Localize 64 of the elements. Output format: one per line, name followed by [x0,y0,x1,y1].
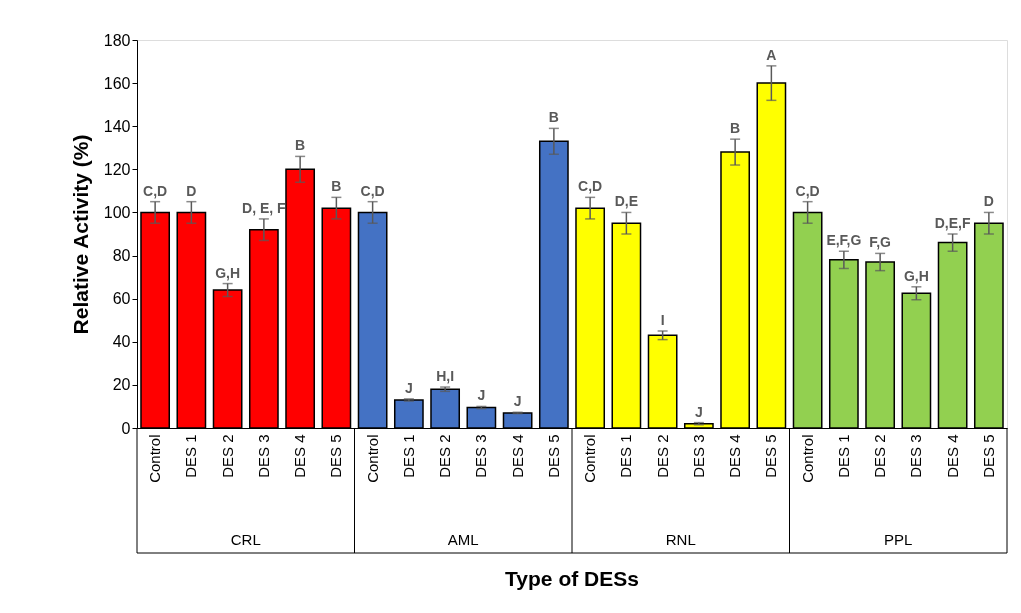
y-tick-label: 140 [103,117,131,135]
data-label: C,D [578,178,603,195]
x-tick-label: Control [363,434,381,483]
data-label: C,D [360,182,385,199]
x-tick-label: DES 2 [871,434,889,478]
data-label: D [983,193,994,210]
text: CRL [230,531,261,548]
data-label: D,E,F [934,215,971,231]
y-tick-label: 180 [103,31,131,49]
data-label: E,F,G [826,232,862,249]
x-tick-label: DES 1 [834,434,852,478]
text: AML [447,531,479,548]
x-tick-label: Control [798,434,816,483]
data-label: D, E, F [242,199,287,216]
x-tick-label: DES 1 [182,434,200,478]
data-label: B [295,137,306,154]
y-tick-label: 0 [121,419,131,437]
x-tick-label: DES 2 [436,434,454,478]
x-tick-label: DES 1 [617,434,635,478]
data-label: I [660,312,665,328]
data-label: D,E [614,193,639,210]
data-label: F,G [869,234,892,251]
x-tick-label: Control [581,434,599,483]
x-tick-label: DES 3 [254,434,272,478]
y-tick-label: 160 [103,74,131,92]
y-tick-label: 100 [103,203,131,221]
y-tick-label: 80 [112,247,131,265]
x-tick-label: DES 2 [218,434,236,478]
y-tick-label: 120 [103,160,131,178]
data-label: C,D [143,182,168,199]
x-tick-label: DES 5 [327,434,345,478]
data-label: B [730,120,741,137]
data-label: G,H [215,264,241,281]
data-label: H,I [436,368,455,385]
text: RNL [665,531,696,548]
x-tick-label: DES 4 [943,434,961,478]
x-tick-label: DES 4 [726,434,744,478]
x-axis-title: Type of DESs [505,567,639,590]
data-label: G,H [903,267,929,284]
x-tick-label: DES 2 [653,434,671,478]
x-tick-label: DES 4 [508,434,526,478]
data-label: C,D [795,182,820,199]
y-tick-label: 60 [112,290,131,308]
data-label: J [404,379,413,396]
x-tick-label: DES 3 [472,434,490,478]
data-label: B [548,109,559,126]
data-label: J [513,393,522,410]
data-label: A [766,46,777,63]
y-tick-label: 20 [112,376,131,394]
x-tick-label: DES 5 [544,434,562,478]
data-label: D [186,182,197,199]
x-tick-label: DES 1 [399,434,417,478]
data-label: J [694,403,703,420]
y-tick-label: 40 [112,333,131,351]
x-tick-label: DES 3 [907,434,925,478]
data-label: J [477,387,486,404]
x-tick-label: DES 4 [291,434,309,478]
x-tick-label: DES 5 [762,434,780,478]
y-axis-title: Relative Activity (%) [68,134,92,335]
text: PPL [884,531,913,548]
x-tick-label: Control [146,434,164,483]
x-tick-label: DES 5 [979,434,997,478]
x-tick-label: DES 3 [689,434,707,478]
data-label: B [331,178,342,195]
